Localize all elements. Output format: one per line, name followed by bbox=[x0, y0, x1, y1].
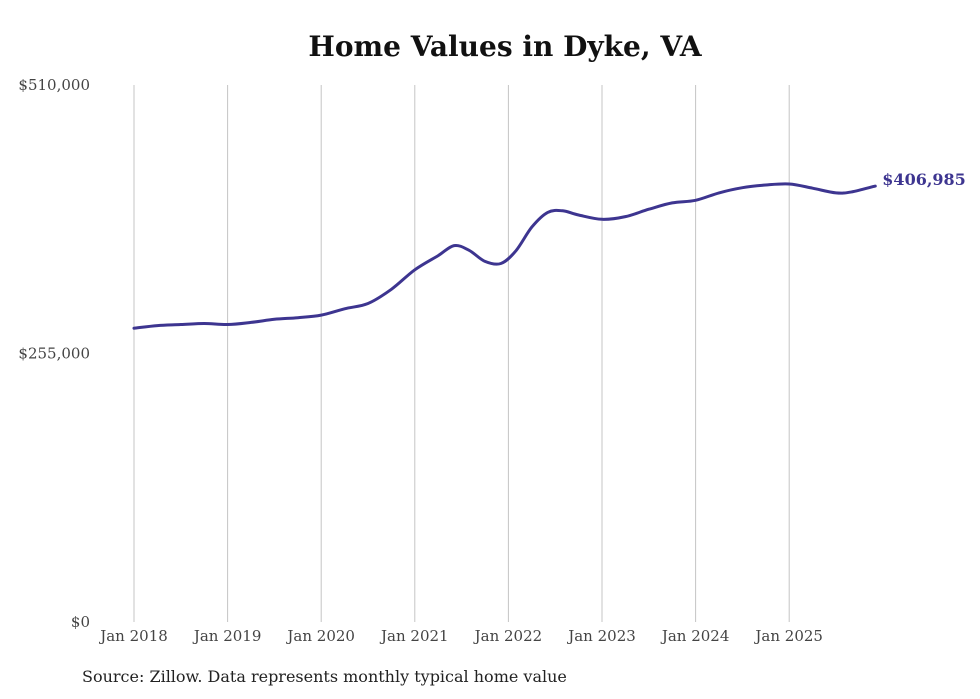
series-line-0 bbox=[132, 182, 877, 330]
y-tick-label: $255,000 bbox=[18, 345, 90, 363]
x-tick-label: Jan 2019 bbox=[192, 627, 262, 645]
chart-title: Home Values in Dyke, VA bbox=[308, 30, 702, 63]
source-note: Source: Zillow. Data represents monthly … bbox=[82, 667, 567, 686]
x-tick-label: Jan 2020 bbox=[285, 627, 355, 645]
series-layer: $406,985 bbox=[132, 170, 966, 330]
x-axis-ticks: Jan 2018 Jan 2019 Jan 2020 Jan 2021 Jan 2022… bbox=[98, 627, 823, 645]
x-tick-label: Jan 2023 bbox=[566, 627, 636, 645]
x-tick-label: Jan 2018 bbox=[98, 627, 168, 645]
y-axis-ticks: $0 $255,000 $510,000 bbox=[18, 76, 90, 631]
y-tick-label: $510,000 bbox=[18, 76, 90, 94]
x-tick-label: Jan 2021 bbox=[379, 627, 449, 645]
grid-lines bbox=[133, 85, 790, 622]
end-value-label: $406,985 bbox=[882, 170, 966, 189]
x-tick-label: Jan 2024 bbox=[660, 627, 730, 645]
y-tick-label: $0 bbox=[71, 613, 90, 631]
x-tick-label: Jan 2025 bbox=[753, 627, 823, 645]
x-tick-label: Jan 2022 bbox=[473, 627, 543, 645]
